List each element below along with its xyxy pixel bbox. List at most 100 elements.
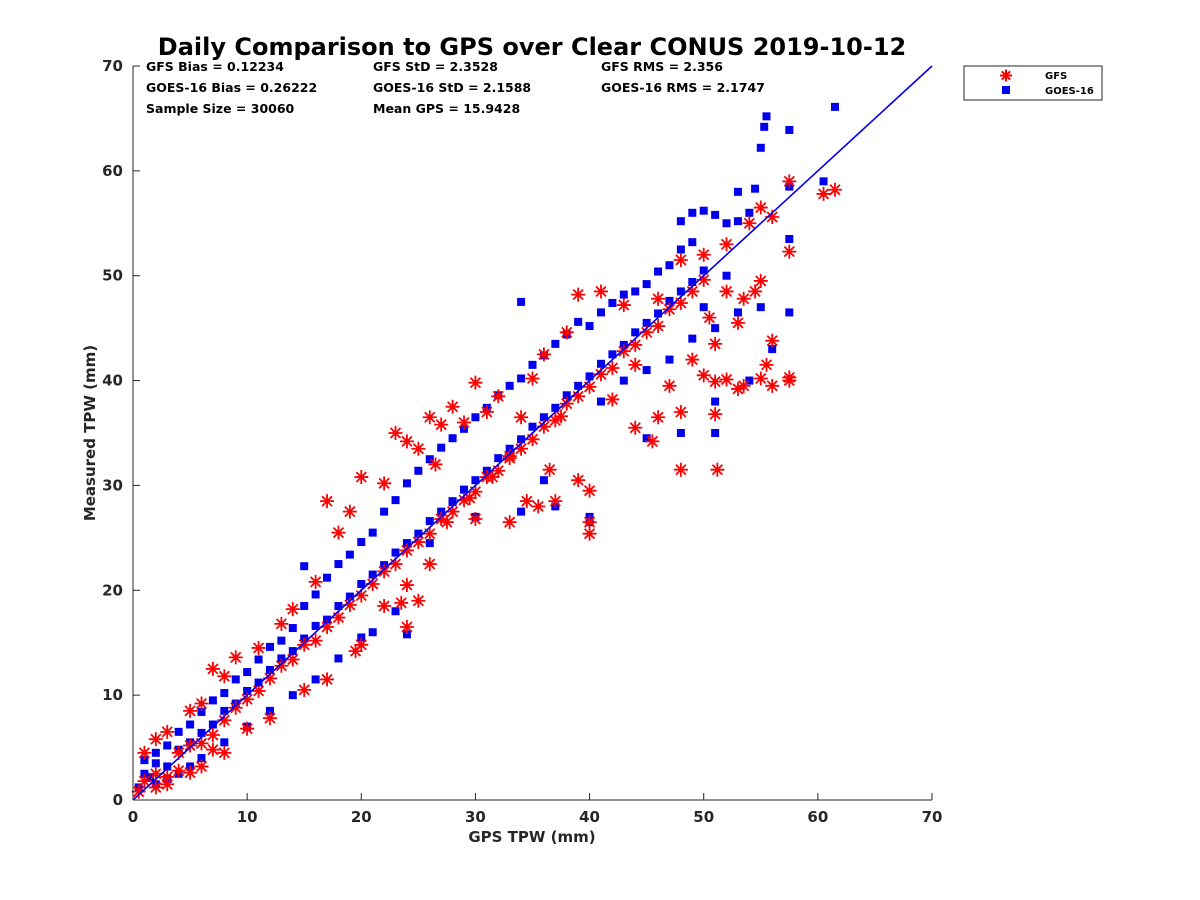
gfs-point (593, 284, 608, 299)
gfs-point (183, 765, 198, 780)
gfs-point (377, 599, 392, 614)
goes-16-point (642, 366, 651, 375)
sample-size-text: Sample Size = 30060 (146, 101, 295, 116)
goes-16-point (357, 538, 366, 547)
goes-16-point (288, 624, 297, 633)
gfs-point (422, 557, 437, 572)
goes-16-point (517, 297, 526, 306)
gfs-point (194, 759, 209, 774)
gfs-point (445, 504, 460, 519)
gfs-point (137, 745, 152, 760)
goes-16-point (665, 355, 674, 364)
gfs-point (639, 325, 654, 340)
y-tick-label: 20 (102, 581, 123, 599)
gfs-point (194, 736, 209, 751)
goes-16-point (471, 476, 480, 485)
gfs-point (673, 252, 688, 267)
goes-16-point (722, 271, 731, 280)
goes-16-point (528, 422, 537, 431)
gfs-point (753, 371, 768, 386)
gfs-point (331, 610, 346, 625)
gfs-point (137, 774, 152, 789)
gfs-point (628, 357, 643, 372)
gfs-point (628, 337, 643, 352)
gfs-point (514, 441, 529, 456)
goes-16-point (243, 686, 252, 695)
legend-gfs-label: GFS (1045, 71, 1067, 82)
goes-16-point (414, 529, 423, 538)
gfs-point (399, 434, 414, 449)
gfs-point (274, 658, 289, 673)
goes-16-point (391, 548, 400, 557)
gfs-point (131, 784, 146, 799)
goes-16-point (665, 296, 674, 305)
goes-16-point (785, 125, 794, 134)
goes-16-point (425, 539, 434, 548)
gfs-point (160, 777, 175, 792)
goes-16-point (711, 210, 720, 219)
goes-16-point (596, 359, 605, 368)
gfs-point (651, 291, 666, 306)
goes-16-point (608, 350, 617, 359)
goes-16-point (711, 324, 720, 333)
goes-16-point (254, 678, 263, 687)
goes-16-point (311, 675, 320, 684)
goes-16-point (311, 590, 320, 599)
gfs-point (468, 511, 483, 526)
gfs-point (388, 426, 403, 440)
gfs-point (377, 564, 392, 579)
y-tick-label: 50 (102, 267, 123, 285)
gfs-point (525, 371, 540, 386)
gfs-series (131, 174, 842, 799)
goes-16-point (448, 434, 457, 443)
goes-bias-text: GOES-16 Bias = 0.26222 (146, 80, 317, 95)
legend-gfs-marker (1000, 69, 1012, 82)
goes-16-point (368, 570, 377, 579)
gfs-point (262, 711, 277, 726)
goes-16-point (654, 267, 663, 276)
goes-16-point (208, 696, 217, 705)
gfs-point (217, 669, 232, 684)
gfs-point (673, 405, 688, 420)
goes-16-point (574, 317, 583, 326)
gfs-point (559, 325, 574, 340)
gfs-point (736, 378, 751, 393)
gfs-point (434, 511, 449, 526)
goes-16-point (722, 219, 731, 228)
gfs-point (519, 494, 534, 509)
y-tick-label: 30 (102, 476, 123, 494)
gfs-point (710, 462, 725, 477)
gfs-point (240, 721, 255, 736)
goes-16-point (402, 539, 411, 548)
gfs-point (708, 336, 723, 351)
gfs-point (765, 209, 780, 224)
goes-16-point (323, 615, 332, 624)
gfs-point (251, 683, 266, 698)
goes-16-point (642, 318, 651, 327)
gfs-point (571, 389, 586, 404)
gfs-point (308, 574, 323, 589)
y-tick-label: 10 (102, 686, 123, 704)
goes-16-point (265, 706, 274, 715)
gfs-point (514, 410, 529, 425)
gfs-point (685, 352, 700, 367)
gfs-point (171, 745, 186, 760)
gfs-point (571, 473, 586, 488)
goes-16-point (448, 497, 457, 506)
legend-box (963, 65, 1103, 101)
gfs-point (274, 616, 289, 631)
gfs-point (616, 344, 631, 359)
goes-16-point (517, 507, 526, 516)
goes-16-point (300, 602, 309, 611)
gfs-point (827, 182, 842, 197)
goes-16-point (699, 206, 708, 215)
goes-16-point (688, 278, 697, 287)
goes-16-point (619, 290, 628, 299)
goes-16-point (186, 720, 195, 729)
gfs-point (217, 745, 232, 760)
goes-16-point (733, 217, 742, 226)
gfs-point (171, 763, 186, 778)
goes-16-point (642, 280, 651, 289)
goes-16-point (231, 675, 240, 684)
gfs-std-text: GFS StD = 2.3528 (373, 59, 498, 74)
